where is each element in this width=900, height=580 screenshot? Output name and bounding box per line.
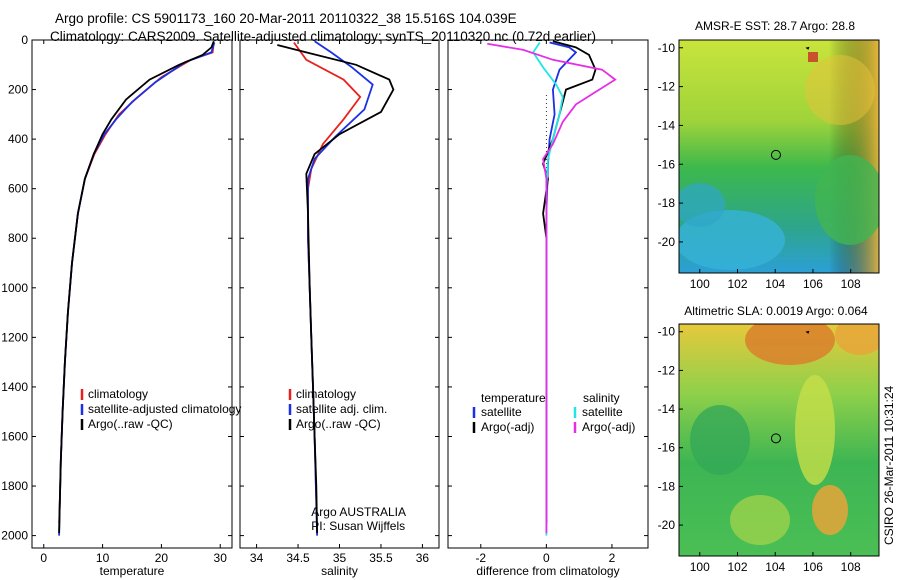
x-tick-label: 10 <box>96 551 110 565</box>
map-y-tick-label: -20 <box>658 518 676 532</box>
legend-label: satellite adj. clim. <box>296 402 387 416</box>
legend-label: climatology <box>88 387 148 401</box>
y-tick-label: 0 <box>21 33 28 47</box>
sla-high-patch <box>745 324 835 365</box>
y-tick-label: 1800 <box>1 479 28 493</box>
float-track-arrow <box>805 330 810 334</box>
map-y-tick-label: -18 <box>658 196 676 210</box>
map-y-tick-label: -12 <box>658 363 676 377</box>
series-satellite-adjusted-climatology <box>58 42 216 536</box>
float-annotation: Argo AUSTRALIA <box>311 505 406 519</box>
series-satellite-adj-clim- <box>307 40 374 536</box>
map-y-tick-label: -10 <box>658 325 676 339</box>
y-tick-label: 2000 <box>1 529 28 543</box>
legend-label: satellite <box>582 405 623 419</box>
argo-location-marker <box>770 433 781 444</box>
map-y-tick-label: -16 <box>658 157 676 171</box>
map-y-tick-label: -16 <box>658 441 676 455</box>
salinity-panel: 34 34.5 35 35.5 36 salinity climatologysatelli… <box>239 39 440 578</box>
salinity-frame <box>239 39 440 549</box>
map-x-tick-label: 104 <box>765 277 785 291</box>
x-tick-label: 35 <box>333 551 347 565</box>
series-argo-raw-qc- <box>277 44 395 534</box>
map-y-tick-label: -10 <box>658 41 676 55</box>
x-tick-label: 34.5 <box>286 551 310 565</box>
difference-frame <box>447 39 649 549</box>
x-tick-label: 30 <box>214 551 228 565</box>
y-tick-label: 800 <box>8 231 28 245</box>
series-salinity-satellite <box>532 42 564 536</box>
x-tick-label: 35.5 <box>369 551 393 565</box>
map-x-tick-label: 102 <box>727 277 747 291</box>
legend-label: satellite <box>481 405 522 419</box>
y-tick-label: 1200 <box>1 330 28 344</box>
legend-label: Argo(-adj) <box>582 420 635 434</box>
argo-location-marker <box>770 149 781 160</box>
legend-heading-salinity: salinity <box>583 391 620 405</box>
legend-label: Argo(..raw -QC) <box>88 417 173 431</box>
series-argo-raw-qc- <box>58 40 215 534</box>
legend-label: climatology <box>296 387 356 401</box>
map-x-tick-label: 108 <box>841 560 861 574</box>
map-y-tick-label: -18 <box>658 479 676 493</box>
temperature-frame <box>31 39 233 549</box>
x-tick-label: 0 <box>40 551 47 565</box>
series-salinity-argo-adj- <box>487 42 617 534</box>
legend-label: Argo(-adj) <box>481 420 534 434</box>
sst-map: AMSR-E SST: 28.7 Argo: 28.8 100 102 104 106… <box>658 19 880 291</box>
sst-warm-pixel <box>808 52 818 62</box>
map-x-tick-label: 102 <box>727 560 747 574</box>
map-x-tick-label: 100 <box>690 560 710 574</box>
legend-label: satellite-adjusted climatology <box>88 402 241 416</box>
x-tick-label: -2 <box>475 551 486 565</box>
y-tick-label: 1400 <box>1 380 28 394</box>
float-track-arrow <box>805 46 810 50</box>
x-tick-label: 2 <box>609 551 616 565</box>
map-y-tick-label: -14 <box>658 402 676 416</box>
map-y-tick-label: -20 <box>658 235 676 249</box>
map-x-tick-label: 106 <box>803 560 823 574</box>
map-x-tick-label: 100 <box>690 277 710 291</box>
x-tick-label: 34 <box>250 551 264 565</box>
y-tick-label: 200 <box>8 83 28 97</box>
salinity-xlabel: salinity <box>321 564 358 578</box>
legend-label: Argo(..raw -QC) <box>296 417 381 431</box>
temperature-xlabel: temperature <box>100 564 165 578</box>
float-annotation: PI: Susan Wijffels <box>311 519 405 533</box>
x-tick-label: 20 <box>155 551 169 565</box>
y-tick-label: 1600 <box>1 429 28 443</box>
x-tick-label: 36 <box>416 551 430 565</box>
sst-map-title: AMSR-E SST: 28.7 Argo: 28.8 <box>695 19 855 33</box>
map-y-tick-label: -14 <box>658 118 676 132</box>
y-tick-label: 1000 <box>1 281 28 295</box>
credit-text: CSIRO 26-Mar-2011 10:31:24 <box>882 385 896 545</box>
map-y-tick-label: -12 <box>658 80 676 94</box>
map-x-tick-label: 104 <box>765 560 785 574</box>
y-tick-label: 600 <box>8 182 28 196</box>
figure-title-line1: Argo profile: CS 5901173_160 20-Mar-2011… <box>55 11 517 26</box>
sla-map-title: Altimetric SLA: 0.0019 Argo: 0.064 <box>684 304 868 318</box>
series-climatology <box>58 42 215 524</box>
x-tick-label: 0 <box>543 551 550 565</box>
map-x-tick-label: 106 <box>803 277 823 291</box>
y-tick-label: 400 <box>8 132 28 146</box>
series-temperature-satellite <box>545 41 578 524</box>
sla-map: Altimetric SLA: 0.0019 Argo: 0.064 100 10… <box>658 304 880 574</box>
difference-xlabel: difference from climatology <box>476 564 619 578</box>
legend-heading-temperature: temperature <box>481 391 546 405</box>
map-x-tick-label: 108 <box>841 277 861 291</box>
temperature-panel: 0 200 400 600 800 1000 1200 1400 1600 1800 2000 0 10… <box>1 33 241 578</box>
